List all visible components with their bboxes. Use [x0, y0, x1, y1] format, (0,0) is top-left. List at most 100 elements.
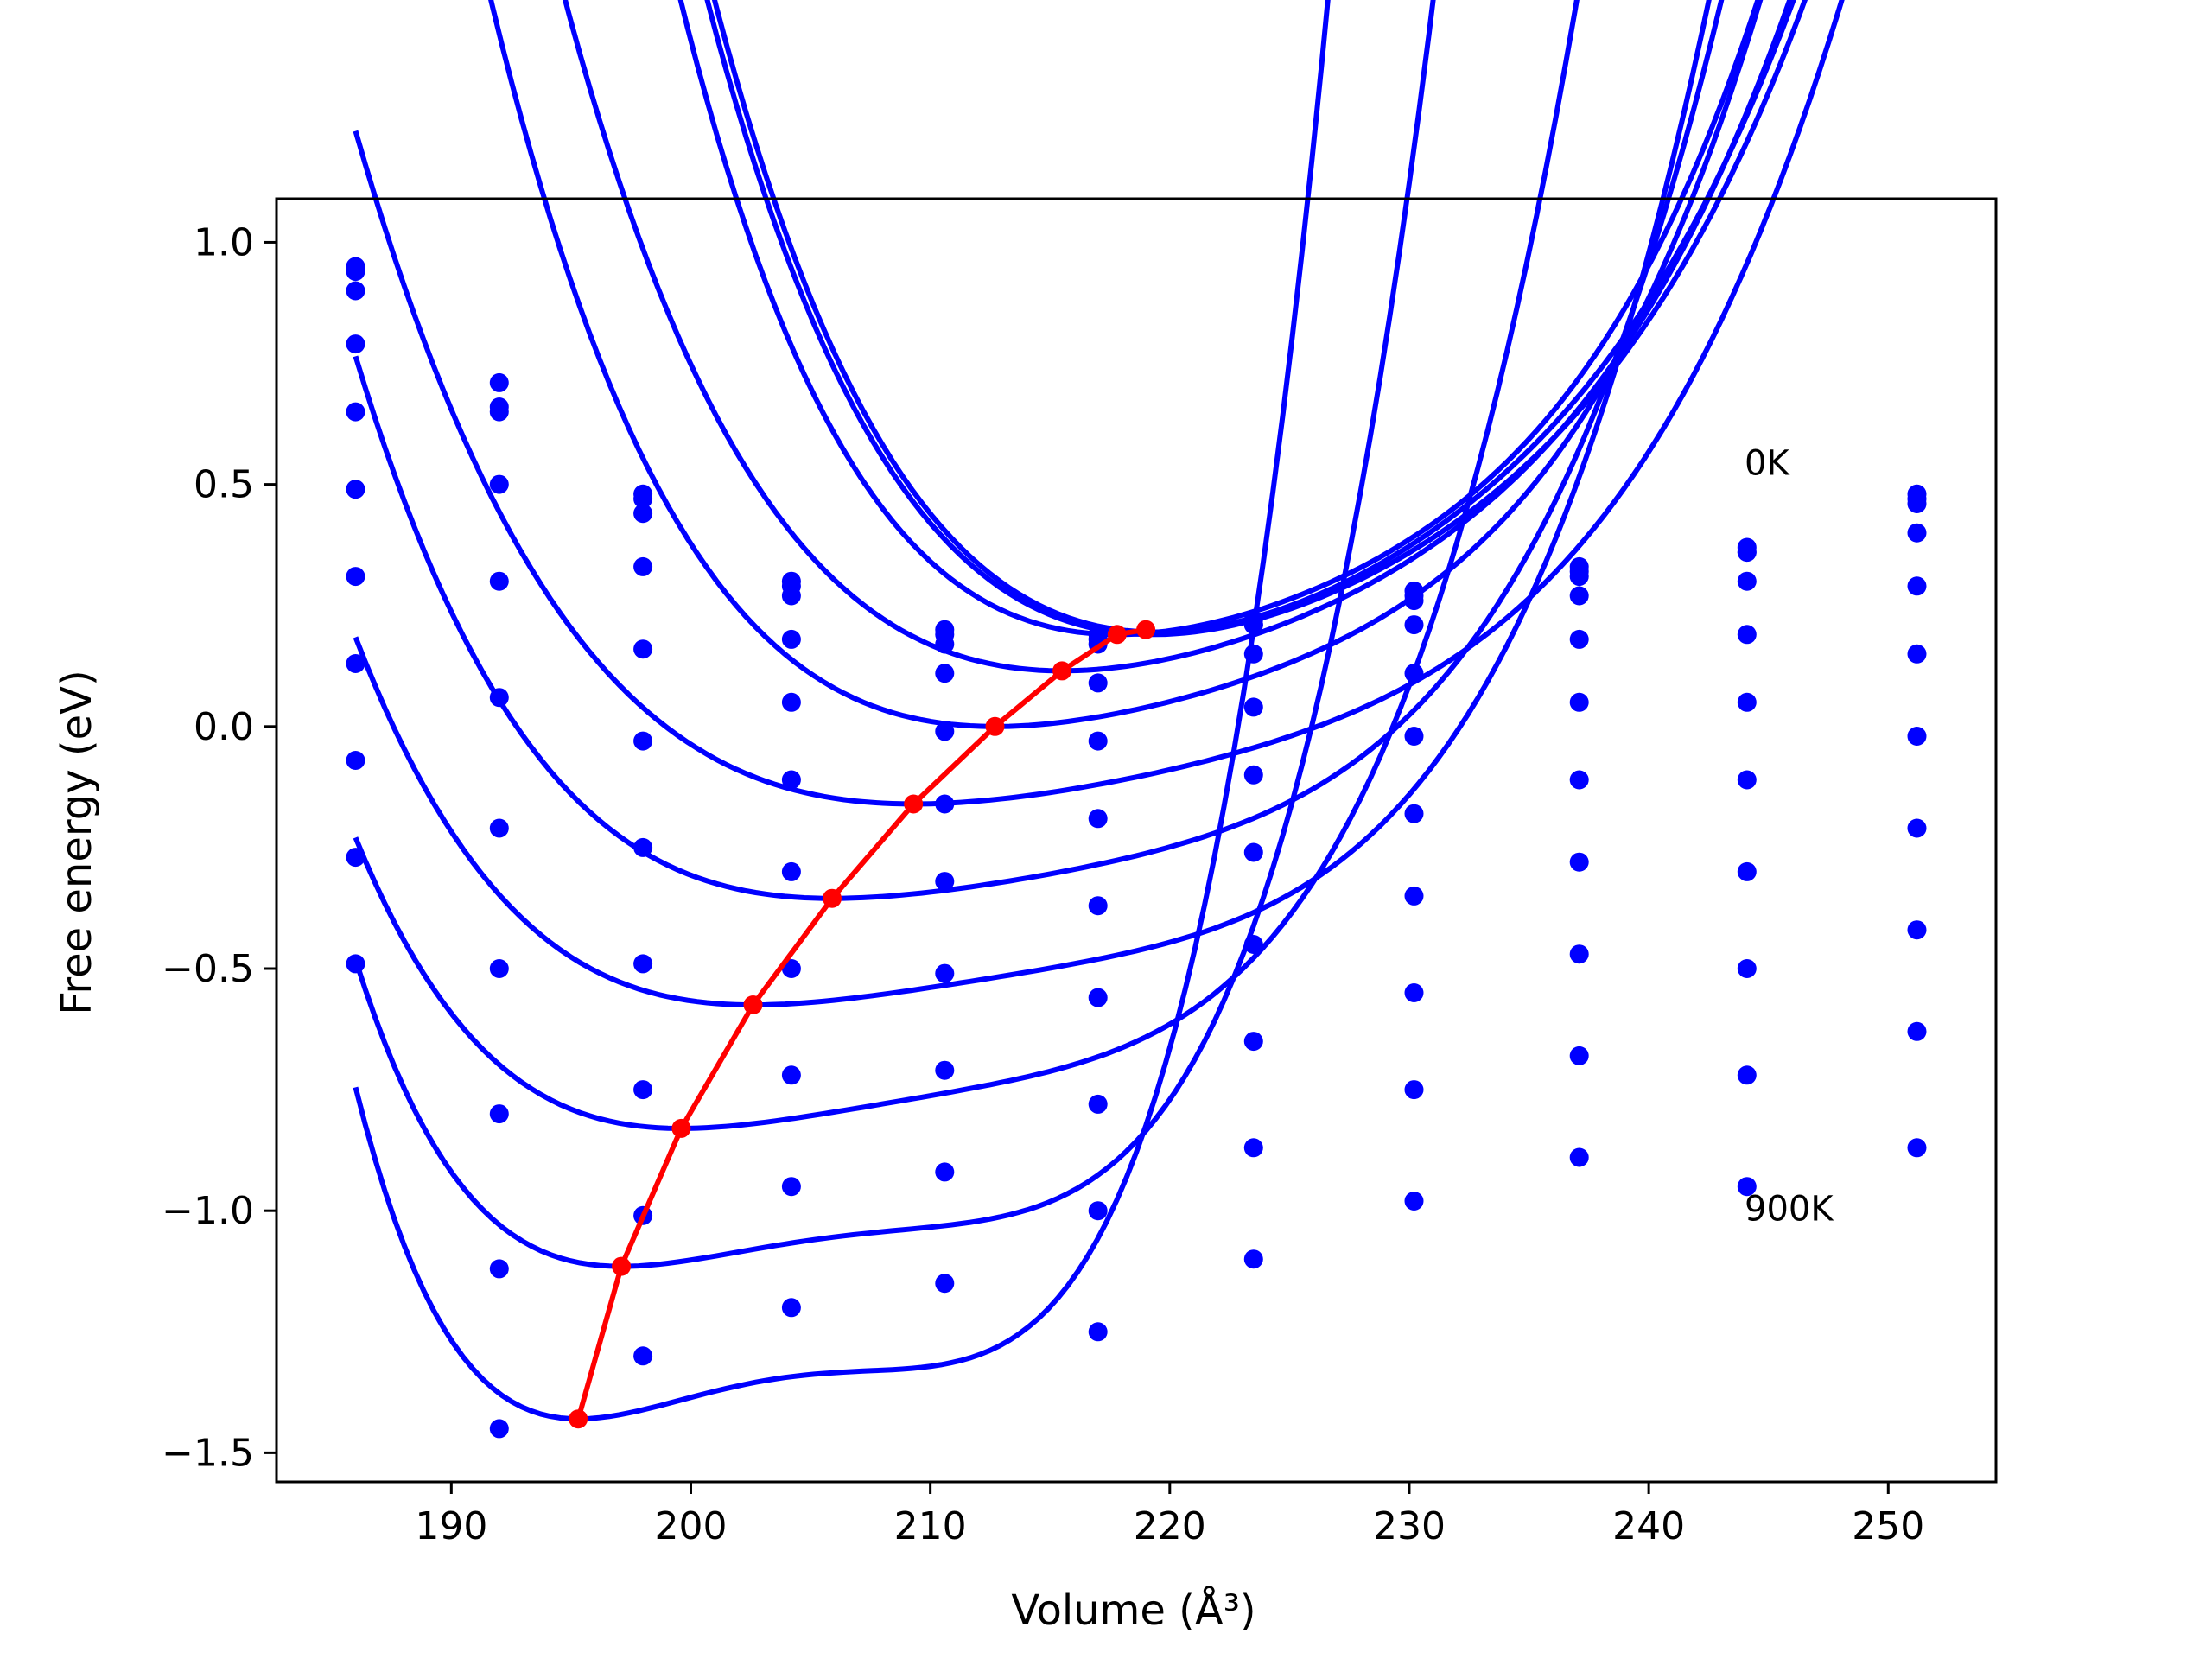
- data-point-600k-1: [489, 818, 509, 838]
- data-point-700k-2: [633, 954, 653, 974]
- fit-curve-600k: [353, 0, 1725, 901]
- data-point-850k-1: [489, 1259, 509, 1279]
- data-point-500k-3: [781, 770, 801, 790]
- x-tick-label-210: 210: [894, 1504, 967, 1548]
- data-point-600k-8: [1569, 770, 1589, 790]
- minima-point-1: [612, 1256, 632, 1276]
- fit-curve-500k: [353, 0, 1845, 807]
- data-point-850k-0: [346, 848, 365, 868]
- x-axis-title: Volume (Å³): [1011, 1586, 1255, 1635]
- data-point-200k-6: [1243, 615, 1263, 635]
- data-point-900k-7: [1404, 1192, 1424, 1211]
- data-point-300k-7: [1404, 615, 1424, 635]
- minima-curve: [569, 620, 1156, 1429]
- data-point-850k-7: [1404, 1080, 1424, 1100]
- data-point-900k-4: [935, 1274, 955, 1294]
- data-point-300k-3: [781, 629, 801, 649]
- data-point-900k-0: [346, 954, 365, 974]
- minima-point-2: [671, 1118, 691, 1138]
- data-point-400k-5: [1088, 731, 1108, 751]
- data-point-200k-2: [633, 504, 653, 524]
- fit-curve-400k: [488, 0, 1764, 729]
- data-point-400k-9: [1737, 625, 1757, 645]
- data-point-700k-9: [1737, 861, 1757, 881]
- data-point-900k-3: [781, 1298, 801, 1318]
- data-point-800k-9: [1737, 959, 1757, 978]
- data-point-900k-6: [1243, 1249, 1263, 1269]
- data-point-300k-8: [1569, 586, 1589, 606]
- data-point-800k-5: [1088, 1094, 1108, 1114]
- data-point-200k-9: [1737, 543, 1757, 563]
- minima-point-9: [1136, 620, 1156, 639]
- fit-curve-300k: [562, 0, 1793, 674]
- minima-point-5: [904, 794, 924, 814]
- data-point-800k-2: [633, 1080, 653, 1100]
- data-point-900k-9: [1737, 1177, 1757, 1197]
- data-point-500k-7: [1404, 727, 1424, 746]
- minima-point-7: [1052, 661, 1072, 681]
- data-point-850k-4: [935, 1162, 955, 1182]
- data-point-300k-1: [489, 474, 509, 494]
- data-point-500k-4: [935, 794, 955, 814]
- data-point-500k-5: [1088, 809, 1108, 829]
- minima-point-3: [743, 995, 763, 1014]
- y-axis-title: Free energy (eV): [53, 670, 101, 1014]
- data-point-800k-10: [1907, 920, 1927, 940]
- data-point-800k-4: [935, 1060, 955, 1080]
- data-point-300k-6: [1243, 644, 1263, 664]
- minima-point-4: [823, 888, 842, 908]
- y-tick-label-5: −1.5: [162, 1431, 254, 1475]
- data-point-400k-3: [781, 692, 801, 712]
- data-point-850k-8: [1569, 1046, 1589, 1065]
- annotation-900k: 900K: [1745, 1189, 1834, 1229]
- x-tick-label-230: 230: [1373, 1504, 1446, 1548]
- x-tick-label-220: 220: [1134, 1504, 1206, 1548]
- data-point-100k-0: [346, 262, 365, 282]
- data-point-400k-0: [346, 402, 365, 422]
- data-point-800k-0: [346, 751, 365, 770]
- fit-curve-900k: [353, 0, 1331, 1422]
- data-point-200k-8: [1569, 567, 1589, 587]
- data-point-500k-9: [1737, 692, 1757, 712]
- data-point-200k-1: [489, 402, 509, 422]
- minima-point-0: [569, 1409, 588, 1429]
- data-point-600k-10: [1907, 727, 1927, 746]
- data-point-500k-1: [489, 688, 509, 708]
- y-tick-label-4: −1.0: [162, 1189, 254, 1233]
- data-point-600k-0: [346, 567, 365, 587]
- data-point-400k-2: [633, 639, 653, 659]
- data-point-700k-10: [1907, 818, 1927, 838]
- data-point-850k-5: [1088, 1201, 1108, 1221]
- data-point-400k-4: [935, 721, 955, 741]
- data-point-850k-3: [781, 1177, 801, 1197]
- data-point-700k-6: [1243, 935, 1263, 954]
- data-point-600k-3: [781, 861, 801, 881]
- data-point-200k-7: [1404, 591, 1424, 611]
- data-point-500k-8: [1569, 692, 1589, 712]
- data-point-0k-1: [489, 372, 509, 392]
- data-point-100k-2: [633, 489, 653, 509]
- data-point-900k-1: [489, 1419, 509, 1439]
- data-point-200k-0: [346, 281, 365, 301]
- fit-curve-700k: [353, 0, 1712, 1007]
- data-point-300k-10: [1907, 523, 1927, 543]
- data-points: [346, 257, 1927, 1439]
- plot-frame: [275, 197, 1998, 1484]
- x-tick-label-250: 250: [1852, 1504, 1924, 1548]
- data-point-400k-10: [1907, 576, 1927, 596]
- data-point-800k-7: [1404, 983, 1424, 1002]
- data-point-500k-0: [346, 480, 365, 499]
- x-tick-label-190: 190: [415, 1504, 487, 1548]
- fit-curve-800k: [353, 0, 1580, 1131]
- data-point-700k-0: [346, 654, 365, 673]
- data-point-400k-7: [1404, 664, 1424, 683]
- data-point-800k-8: [1569, 944, 1589, 964]
- y-tick-label-1: 0.5: [194, 463, 254, 507]
- data-point-700k-1: [489, 959, 509, 978]
- annotation-0k: 0K: [1745, 443, 1790, 483]
- fit-curves: [353, 0, 1845, 1422]
- x-tick-label-200: 200: [654, 1504, 727, 1548]
- data-point-800k-1: [489, 1104, 509, 1124]
